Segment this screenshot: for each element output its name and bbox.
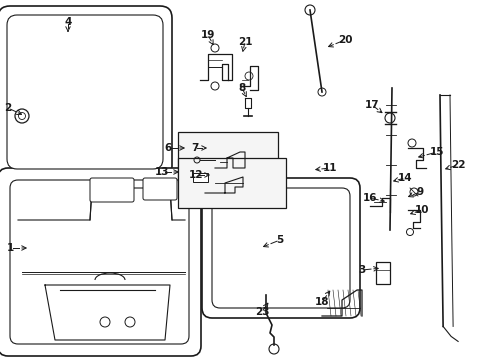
Text: 2: 2 — [4, 103, 12, 113]
Text: 9: 9 — [416, 187, 423, 197]
Bar — [375, 262, 389, 284]
Text: 5: 5 — [276, 235, 283, 245]
Text: 12: 12 — [188, 170, 203, 180]
FancyBboxPatch shape — [0, 168, 201, 356]
Text: 21: 21 — [237, 37, 252, 47]
FancyBboxPatch shape — [202, 178, 359, 318]
Text: 7: 7 — [191, 143, 198, 153]
FancyBboxPatch shape — [90, 178, 134, 202]
Bar — [178, 158, 285, 208]
Text: 17: 17 — [364, 100, 379, 110]
Text: 14: 14 — [397, 173, 411, 183]
Text: 19: 19 — [201, 30, 215, 40]
Text: 13: 13 — [154, 167, 169, 177]
FancyBboxPatch shape — [212, 188, 349, 308]
Text: 18: 18 — [314, 297, 328, 307]
Text: 6: 6 — [164, 143, 171, 153]
Bar — [193, 173, 207, 182]
Text: 4: 4 — [64, 17, 72, 27]
Text: 8: 8 — [238, 83, 245, 93]
Text: 10: 10 — [414, 205, 428, 215]
FancyBboxPatch shape — [7, 15, 163, 169]
Text: 22: 22 — [450, 160, 464, 170]
FancyBboxPatch shape — [0, 6, 172, 178]
Text: 11: 11 — [322, 163, 337, 173]
FancyBboxPatch shape — [142, 178, 177, 200]
Text: 20: 20 — [337, 35, 351, 45]
Text: 15: 15 — [429, 147, 443, 157]
Text: 1: 1 — [6, 243, 14, 253]
Bar — [178, 132, 278, 182]
Text: 23: 23 — [254, 307, 269, 317]
Text: 3: 3 — [358, 265, 365, 275]
FancyBboxPatch shape — [10, 180, 189, 344]
Text: 16: 16 — [362, 193, 376, 203]
